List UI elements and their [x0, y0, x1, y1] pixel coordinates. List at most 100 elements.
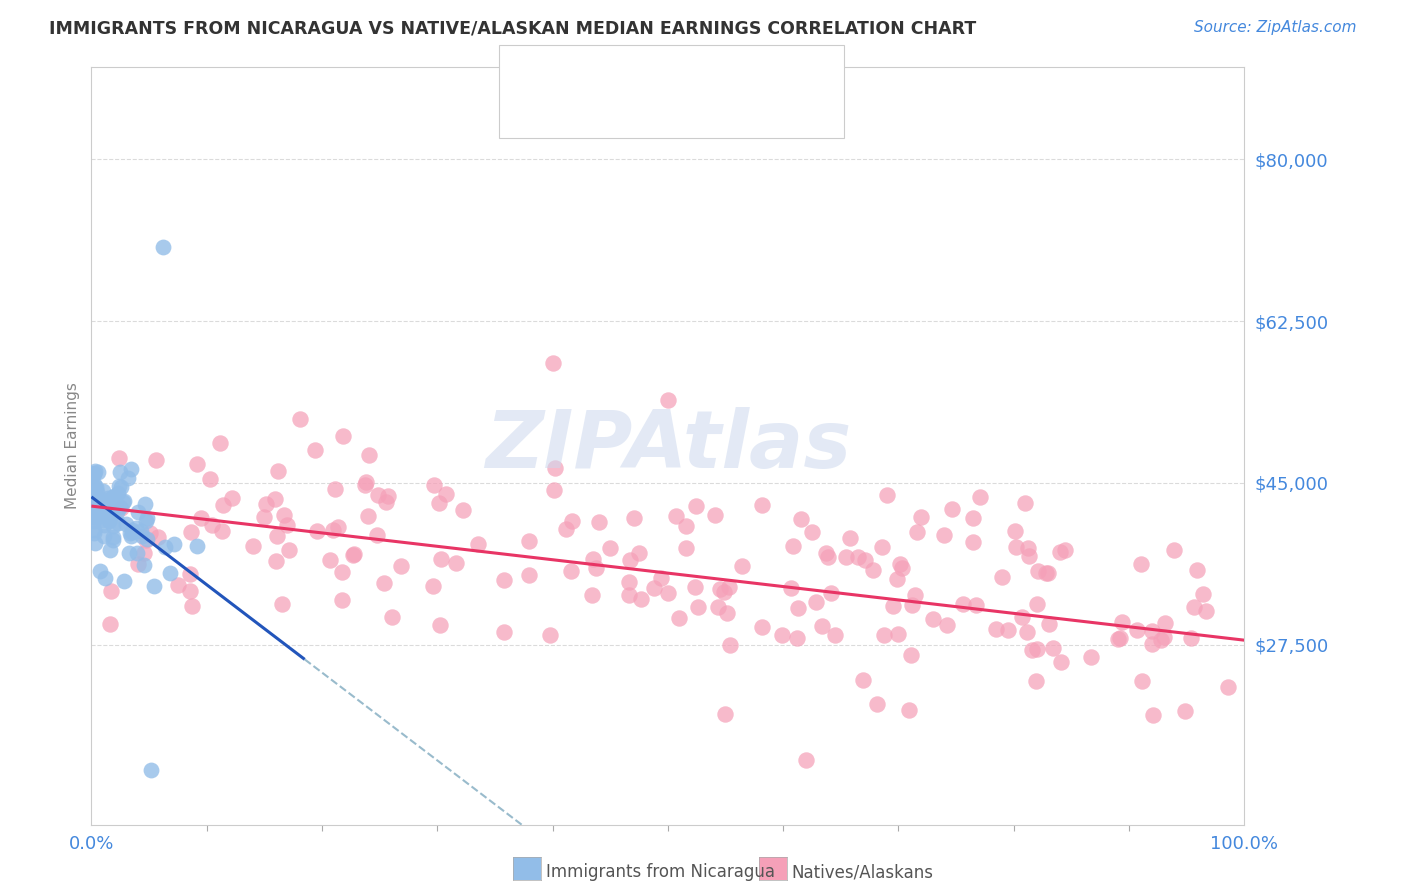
- Point: [105, 505, 128, 519]
- Point: [1036, 566, 1059, 580]
- Point: [135, 532, 157, 546]
- Point: [835, 550, 858, 565]
- Point: [83, 489, 105, 503]
- Point: [619, 553, 641, 567]
- Point: [221, 491, 243, 506]
- Point: [1126, 623, 1149, 637]
- Point: [427, 496, 450, 510]
- Point: [330, 593, 353, 607]
- Point: [139, 525, 162, 540]
- Point: [786, 631, 808, 645]
- Point: [952, 597, 974, 611]
- Text: 197: 197: [707, 102, 745, 120]
- Point: [1080, 650, 1102, 665]
- Text: -0.390: -0.390: [612, 70, 676, 88]
- Point: [786, 601, 808, 615]
- Point: [1038, 617, 1060, 632]
- Point: [668, 611, 690, 625]
- Point: [804, 594, 827, 608]
- Text: Natives/Alaskans: Natives/Alaskans: [792, 863, 934, 881]
- Point: [115, 516, 138, 531]
- Text: IMMIGRANTS FROM NICARAGUA VS NATIVE/ALASKAN MEDIAN EARNINGS CORRELATION CHART: IMMIGRANTS FROM NICARAGUA VS NATIVE/ALAS…: [49, 20, 976, 37]
- Point: [253, 509, 276, 524]
- Point: [307, 524, 329, 538]
- Point: [876, 488, 898, 502]
- Point: [83, 477, 105, 491]
- Point: [186, 539, 208, 553]
- Point: [357, 448, 380, 462]
- Point: [353, 477, 375, 491]
- Point: [886, 572, 908, 586]
- Point: [100, 506, 122, 520]
- Point: [212, 498, 235, 512]
- Point: [905, 524, 928, 539]
- Point: [83, 466, 105, 480]
- Text: -0.444: -0.444: [612, 102, 676, 120]
- Point: [846, 549, 869, 564]
- Point: [423, 477, 446, 491]
- Point: [650, 571, 672, 585]
- Point: [599, 541, 621, 555]
- Point: [617, 588, 640, 602]
- Point: [145, 452, 167, 467]
- Point: [965, 598, 987, 612]
- Point: [782, 539, 804, 553]
- Point: [1025, 642, 1047, 657]
- Point: [991, 570, 1014, 584]
- Point: [900, 648, 922, 662]
- Point: [790, 512, 813, 526]
- Point: [110, 480, 132, 494]
- Point: [962, 535, 984, 549]
- Point: [132, 558, 155, 572]
- Point: [152, 240, 174, 254]
- Point: [1185, 564, 1208, 578]
- Point: [135, 533, 157, 547]
- Point: [811, 619, 834, 633]
- Point: [686, 599, 709, 614]
- Point: [467, 537, 489, 551]
- Point: [181, 599, 204, 614]
- Point: [86, 496, 108, 510]
- Point: [121, 523, 143, 537]
- Point: [824, 628, 846, 642]
- Point: [451, 502, 474, 516]
- Point: [83, 491, 105, 505]
- Point: [1163, 543, 1185, 558]
- Point: [675, 541, 697, 555]
- Point: [94, 571, 117, 585]
- Point: [107, 486, 129, 500]
- Point: [83, 515, 105, 529]
- Point: [519, 533, 541, 548]
- Point: [630, 591, 652, 606]
- Point: [83, 480, 105, 494]
- Point: [112, 494, 135, 508]
- Point: [141, 763, 163, 777]
- Point: [1035, 566, 1057, 581]
- Point: [103, 489, 125, 503]
- Point: [862, 563, 884, 577]
- Point: [770, 628, 793, 642]
- Point: [167, 578, 190, 592]
- Point: [101, 530, 124, 544]
- Point: [304, 443, 326, 458]
- Point: [582, 552, 605, 566]
- Point: [83, 483, 105, 498]
- Point: [108, 500, 131, 514]
- Point: [277, 543, 299, 558]
- Point: [208, 435, 231, 450]
- Point: [1015, 625, 1038, 640]
- Point: [83, 504, 105, 518]
- Point: [180, 524, 202, 539]
- Point: [84, 480, 107, 494]
- Point: [1174, 704, 1197, 718]
- Point: [709, 582, 731, 596]
- Point: [120, 462, 142, 476]
- Point: [838, 531, 860, 545]
- Point: [83, 525, 105, 540]
- Point: [343, 547, 366, 561]
- Point: [815, 545, 838, 559]
- Point: [186, 457, 208, 471]
- Point: [1140, 637, 1163, 651]
- Point: [941, 502, 963, 516]
- Point: [89, 495, 111, 509]
